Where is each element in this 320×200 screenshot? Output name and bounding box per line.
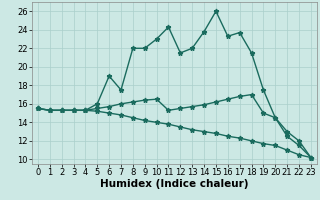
X-axis label: Humidex (Indice chaleur): Humidex (Indice chaleur) (100, 179, 249, 189)
